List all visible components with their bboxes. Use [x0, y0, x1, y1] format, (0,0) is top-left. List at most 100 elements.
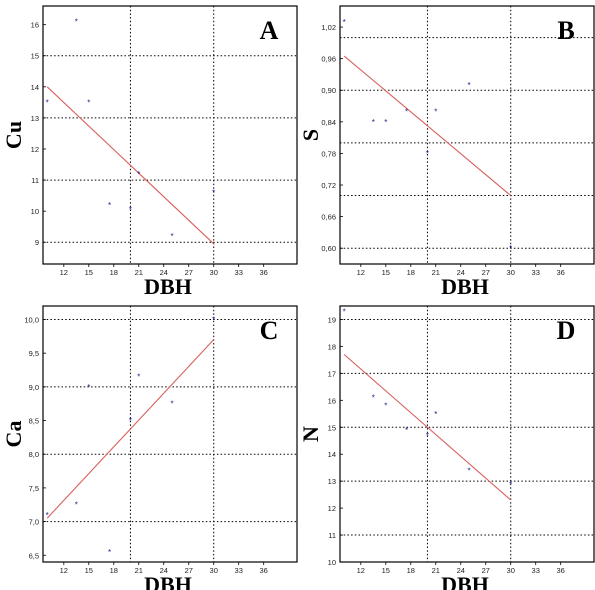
x-tick-label: 30	[210, 268, 218, 277]
y-tick-label: 0,72	[321, 181, 336, 190]
x-tick-label: 15	[382, 268, 390, 277]
data-point: *	[129, 206, 132, 215]
y-tick-label: 15	[31, 52, 39, 61]
y-axis-label: N	[298, 426, 323, 442]
x-tick-label: 36	[260, 268, 268, 277]
y-tick-label: 12	[328, 504, 336, 513]
data-point: *	[343, 307, 346, 316]
plot-frame	[42, 5, 298, 265]
y-axis-label: Ca	[1, 421, 26, 448]
y-tick-label: 12	[31, 145, 39, 154]
y-tick-label: 10	[328, 558, 336, 567]
y-tick-label: 0,78	[321, 149, 336, 158]
x-tick-label: 33	[235, 566, 243, 575]
y-tick-label: 9,0	[29, 383, 39, 392]
y-tick-label: 7,0	[29, 518, 39, 527]
panel-c: 12 15 18 21 24 27 30 33 36 6,5 7,0 7,5 8,0 8,5 9,0 9,5 1…	[1, 305, 298, 590]
data-point: *	[171, 400, 174, 409]
x-tick-label: 30	[507, 566, 515, 575]
y-tick-label: 10	[31, 207, 39, 216]
x-tick-label: 18	[110, 268, 118, 277]
y-tick-label: 0,60	[321, 244, 336, 253]
data-point: *	[87, 98, 90, 107]
data-point: *	[434, 410, 437, 419]
y-tick-label: 13	[31, 114, 39, 123]
x-tick-label: 27	[482, 566, 490, 575]
x-tick-label: 21	[432, 268, 440, 277]
x-tick-label: 24	[160, 268, 168, 277]
y-tick-label: 0,96	[321, 55, 336, 64]
y-tick-label: 18	[328, 342, 336, 351]
x-tick-label: 24	[457, 566, 465, 575]
data-point: *	[212, 315, 215, 324]
data-point: *	[405, 426, 408, 435]
data-point: *	[509, 480, 512, 489]
data-point: *	[426, 149, 429, 158]
y-tick-label: 6,5	[29, 551, 39, 560]
data-point: *	[372, 394, 375, 403]
x-tick-label: 21	[135, 566, 143, 575]
data-point: *	[384, 402, 387, 411]
fit-line	[46, 86, 215, 245]
data-point: *	[468, 81, 471, 90]
y-tick-label: 7,5	[29, 484, 39, 493]
data-point: *	[343, 18, 346, 27]
y-tick-label: 0,84	[321, 118, 336, 127]
data-point: *	[75, 501, 78, 510]
x-tick-label: 33	[235, 268, 243, 277]
panel-a: 12 15 18 21 24 27 30 33 36 9 10 11 12 13 14 15 16 * * * * * * *…	[1, 5, 298, 299]
panel-label: D	[557, 316, 576, 345]
x-tick-label: 18	[407, 566, 415, 575]
x-tick-label: 33	[532, 566, 540, 575]
x-tick-label: 21	[432, 566, 440, 575]
y-tick-label: 14	[328, 450, 336, 459]
panel-label: B	[557, 16, 574, 45]
y-tick-label: 9,5	[29, 349, 39, 358]
data-point: *	[405, 107, 408, 116]
y-tick-label: 10,0	[24, 315, 39, 324]
y-tick-label: 17	[328, 369, 336, 378]
y-tick-label: 13	[328, 477, 336, 486]
fit-line	[343, 354, 512, 501]
x-tick-label: 36	[557, 566, 565, 575]
data-point: *	[137, 373, 140, 382]
y-tick-label: 8,5	[29, 417, 39, 426]
x-tick-label: 18	[407, 268, 415, 277]
x-tick-label: 12	[60, 268, 68, 277]
data-point: *	[46, 511, 49, 520]
x-axis-label: DBH	[441, 572, 489, 590]
data-point: *	[372, 118, 375, 127]
panel-label: C	[260, 316, 279, 345]
data-point: *	[426, 431, 429, 440]
data-point: *	[171, 232, 174, 241]
data-point: *	[212, 189, 215, 198]
y-tick-label: 14	[31, 83, 39, 92]
x-tick-label: 18	[110, 566, 118, 575]
y-tick-label: 11	[31, 176, 39, 185]
x-tick-label: 12	[60, 566, 68, 575]
x-tick-label: 15	[85, 566, 93, 575]
x-tick-label: 27	[482, 268, 490, 277]
y-tick-label: 16	[31, 21, 39, 30]
x-tick-label: 27	[185, 268, 193, 277]
x-tick-label: 36	[260, 566, 268, 575]
x-tick-label: 21	[135, 268, 143, 277]
x-tick-label: 33	[532, 268, 540, 277]
x-tick-label: 12	[357, 566, 365, 575]
data-point: *	[434, 107, 437, 116]
panel-d: 12 15 18 21 24 27 30 33 36 10 11 12 13 14 15 16 17 18 19 * *…	[298, 305, 595, 590]
plot-frame	[339, 5, 595, 265]
data-point: *	[108, 548, 111, 557]
y-tick-label: 15	[328, 423, 336, 432]
x-tick-label: 24	[160, 566, 168, 575]
fit-line	[46, 339, 215, 519]
panel-b: 12 15 18 21 24 27 30 33 36 0,60 0,66 0,72 0,78 0,84 0,…	[298, 5, 595, 299]
data-point: *	[137, 170, 140, 179]
plot-frame	[42, 305, 298, 563]
x-tick-label: 36	[557, 268, 565, 277]
y-tick-label: 16	[328, 396, 336, 405]
y-tick-label: 0,90	[321, 86, 336, 95]
fit-line	[343, 55, 512, 196]
y-tick-label: 0,66	[321, 213, 336, 222]
y-axis-label: S	[298, 129, 323, 141]
